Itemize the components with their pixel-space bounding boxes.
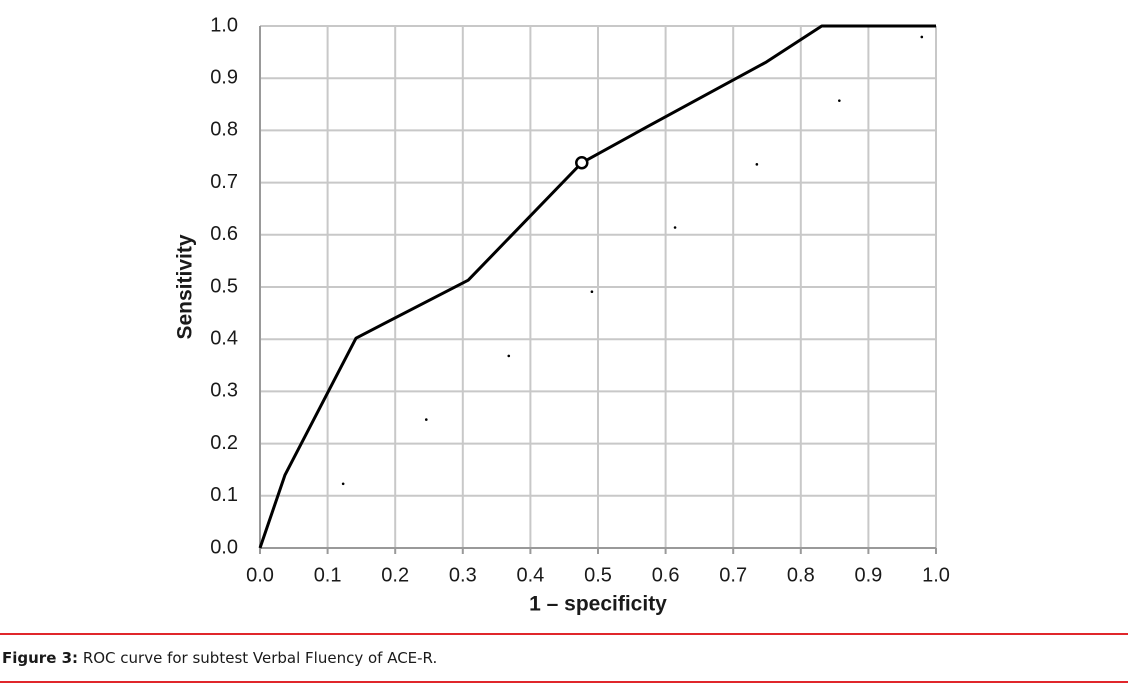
x-tick-label: 0.4 — [516, 564, 544, 586]
reference-dot — [341, 482, 345, 486]
x-tick-label: 0.2 — [381, 564, 409, 586]
y-tick-label: 0.6 — [210, 223, 238, 245]
y-tick-label: 0.2 — [210, 432, 238, 454]
x-tick-label: 0.6 — [652, 564, 680, 586]
x-tick-label: 1.0 — [922, 564, 950, 586]
y-tick-label: 0.3 — [210, 380, 238, 402]
x-tick-label: 0.7 — [719, 564, 747, 586]
y-tick-label: 0.1 — [210, 484, 238, 506]
x-tick-label: 0.0 — [246, 564, 274, 586]
y-tick-label: 1.0 — [210, 14, 238, 36]
x-tick-label: 0.9 — [854, 564, 882, 586]
reference-dot — [755, 163, 759, 166]
cutoff-point — [575, 156, 589, 170]
x-axis-title: 1 – specificity — [529, 593, 667, 616]
caption-label: Figure 3: — [2, 649, 78, 667]
reference-dot — [507, 354, 511, 358]
y-tick-label: 0.5 — [210, 275, 238, 297]
x-tick-label: 0.3 — [449, 564, 477, 586]
y-tick-label: 0.4 — [210, 327, 238, 349]
caption: Figure 3: ROC curve for subtest Verbal F… — [2, 649, 437, 667]
x-tick-label: 0.5 — [584, 564, 612, 586]
y-axis-title: Sensitivity — [174, 234, 197, 339]
y-tick-label: 0.9 — [210, 66, 238, 88]
caption-text: ROC curve for subtest Verbal Fluency of … — [83, 649, 437, 667]
y-tick-label: 0.7 — [210, 171, 238, 193]
reference-dot — [838, 99, 841, 102]
reference-dot — [673, 226, 677, 229]
reference-dot — [424, 418, 428, 421]
x-tick-label: 0.8 — [787, 564, 815, 586]
y-tick-label: 0.0 — [210, 536, 238, 558]
x-tick-label: 0.1 — [314, 564, 342, 586]
reference-dot — [920, 35, 924, 39]
reference-dot — [590, 290, 594, 293]
y-tick-label: 0.8 — [210, 119, 238, 141]
